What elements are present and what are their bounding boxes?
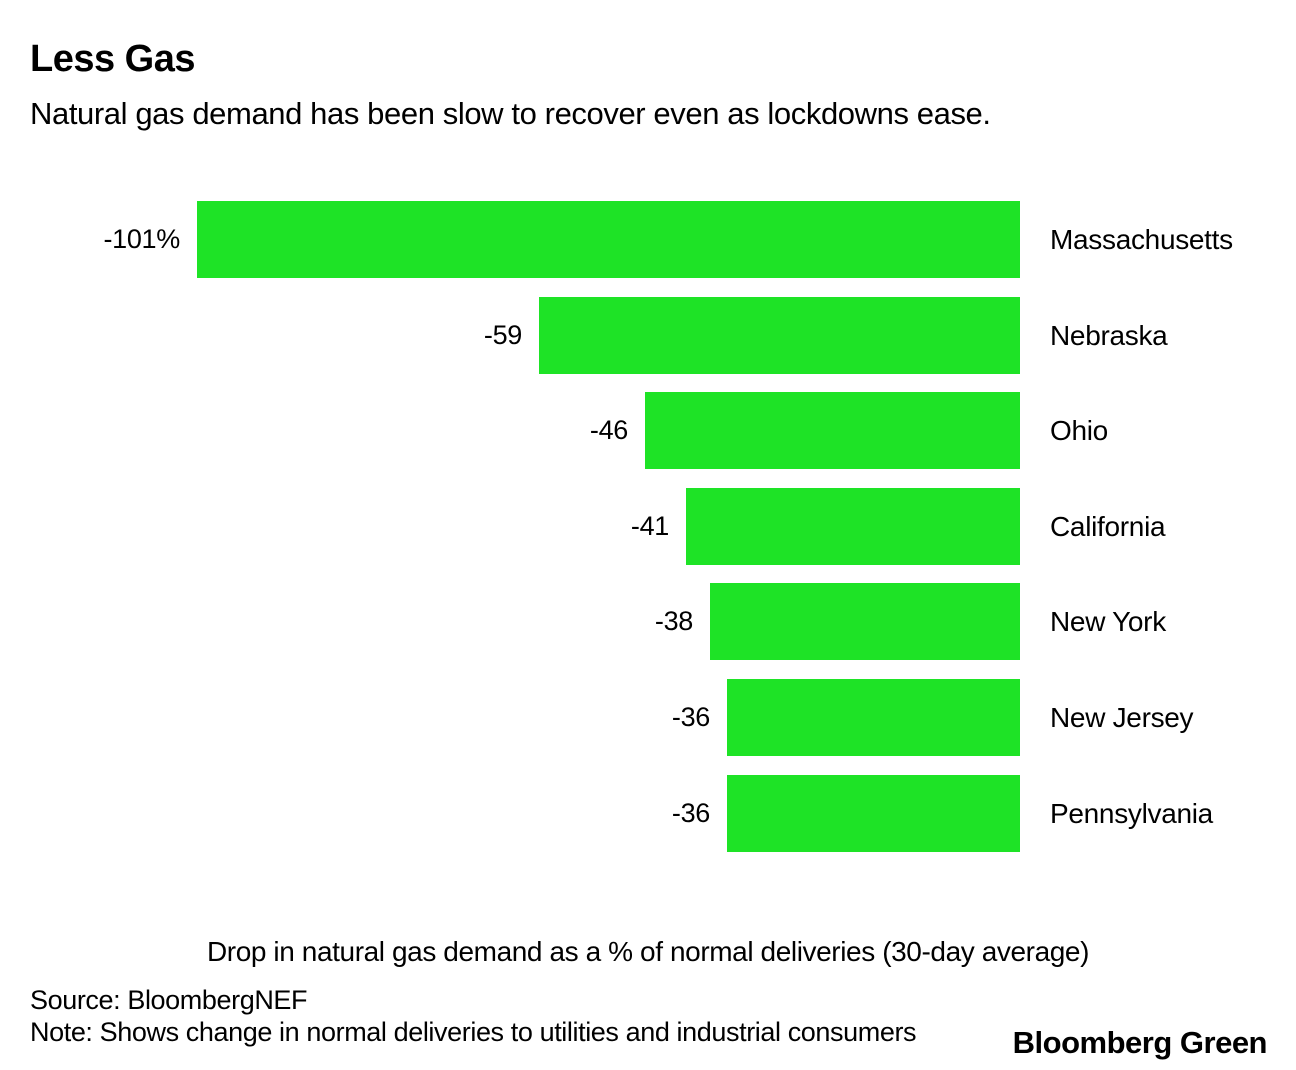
bar-row: -36 New Jersey: [0, 679, 1296, 756]
bar-row: -41 California: [0, 488, 1296, 565]
bar-row: -101% Massachusetts: [0, 201, 1296, 278]
bar-category-label: Pennsylvania: [1050, 798, 1213, 829]
bar-row: -36 Pennsylvania: [0, 775, 1296, 852]
source-text: Source: BloombergNEF: [30, 985, 308, 1015]
bar-value-label: -59: [483, 320, 522, 350]
bar: [686, 488, 1020, 565]
bar-category-label: Massachusetts: [1050, 224, 1233, 255]
bar-category-label: Ohio: [1050, 415, 1108, 446]
note-text: Note: Shows change in normal deliveries …: [30, 1017, 917, 1047]
bar-chart: -101% Massachusetts -59 Nebraska -46 Ohio -41 C…: [0, 201, 1296, 852]
bar-category-label: California: [1050, 511, 1166, 542]
chart-subtitle: Natural gas demand has been slow to reco…: [30, 96, 991, 131]
bar-value-label: -46: [589, 415, 628, 445]
axis-caption: Drop in natural gas demand as a % of nor…: [206, 936, 1090, 967]
bar-row: -38 New York: [0, 583, 1296, 660]
bar: [727, 775, 1020, 852]
bar: [710, 583, 1020, 660]
bar: [727, 679, 1020, 756]
bar: [645, 392, 1020, 469]
bar-row: -59 Nebraska: [0, 297, 1296, 374]
bar-category-label: New Jersey: [1050, 702, 1194, 733]
chart-title: Less Gas: [30, 38, 196, 80]
bar-category-label: Nebraska: [1050, 320, 1168, 351]
bar-row: -46 Ohio: [0, 392, 1296, 469]
bar-value-label: -36: [671, 702, 710, 732]
bar-value-label: -41: [630, 511, 669, 541]
bar-value-label: -36: [671, 798, 710, 828]
bar-value-label: -101%: [103, 224, 180, 254]
bar: [197, 201, 1020, 278]
bar-value-label: -38: [654, 606, 693, 636]
bloomberg-green-logo: Bloomberg Green: [1012, 1025, 1268, 1060]
bar-category-label: New York: [1050, 606, 1166, 637]
bar: [539, 297, 1020, 374]
